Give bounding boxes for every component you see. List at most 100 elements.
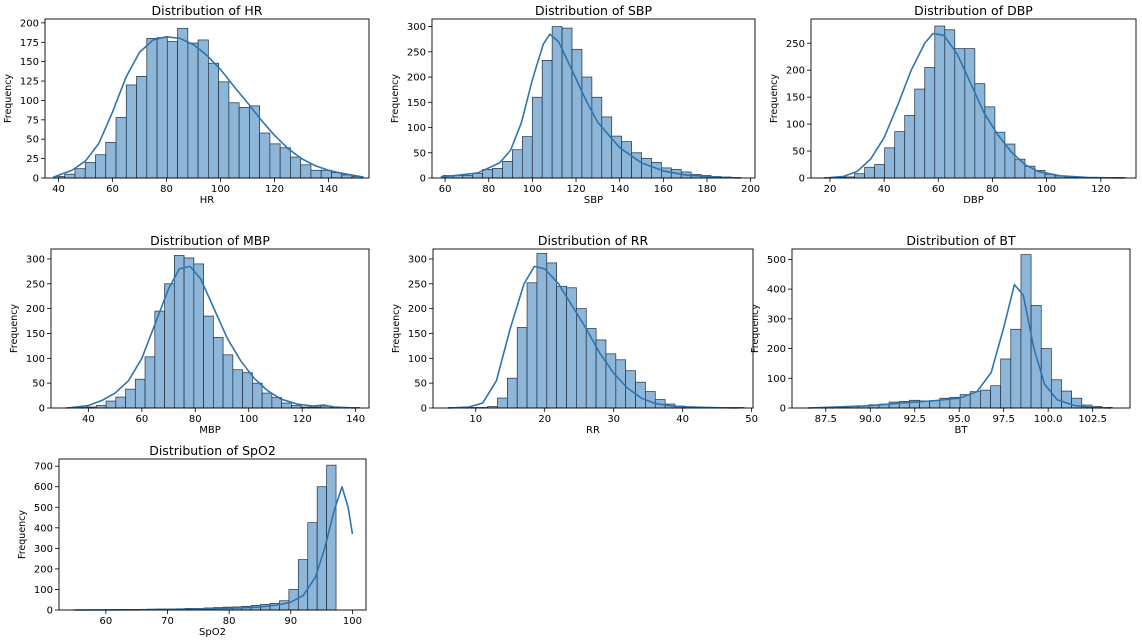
x-tick-label: 100 — [343, 616, 362, 627]
x-tick-label: 80 — [986, 184, 999, 195]
y-tick-label: 500 — [34, 503, 53, 514]
y-tick-label: 75 — [26, 115, 39, 126]
histogram-bar — [1061, 390, 1073, 409]
histogram-bar — [115, 117, 127, 179]
histogram-bar — [238, 107, 250, 179]
histogram-bar — [571, 48, 583, 179]
histogram-bar — [641, 157, 652, 179]
y-tick-label: 0 — [420, 174, 426, 185]
x-tick-label: 160 — [654, 184, 673, 195]
chart-title: Distribution of DBP — [914, 3, 1033, 18]
histogram-bar — [212, 337, 224, 409]
x-tick-label: 80 — [482, 184, 495, 195]
x-tick-label: 50 — [745, 414, 758, 425]
x-axis-label: BT — [955, 425, 969, 436]
histogram-bar — [854, 173, 865, 179]
chart-title: Distribution of MBP — [150, 233, 270, 248]
histogram-bar — [146, 38, 158, 179]
histogram-panel-5: Distribution of BT 87.5 90.0 92.5 95.0 97.5 10… — [750, 233, 1131, 436]
y-tick-label: 250 — [408, 279, 427, 290]
y-tick-label: 150 — [408, 329, 427, 340]
histogram-bar — [136, 76, 148, 179]
y-axis-label: Frequency — [769, 74, 780, 123]
y-tick-label: 25 — [26, 154, 39, 165]
histogram-bar — [281, 402, 292, 409]
x-tick-label: 120 — [1091, 184, 1110, 195]
y-axis-label: Frequency — [390, 74, 401, 123]
axes-frame — [791, 248, 1131, 409]
y-tick-label: 200 — [767, 344, 786, 355]
histogram-bar — [990, 385, 1002, 409]
x-tick-label: 92.5 — [904, 414, 926, 425]
y-tick-label: 100 — [786, 120, 805, 131]
y-tick-label: 200 — [34, 564, 53, 575]
y-tick-label: 0 — [780, 404, 786, 415]
histogram-bar — [203, 315, 214, 409]
y-tick-label: 100 — [20, 96, 39, 107]
x-tick-label: 80 — [160, 184, 173, 195]
histogram-bar — [183, 257, 195, 409]
histogram-bar — [290, 156, 302, 179]
y-tick-label: 300 — [408, 254, 427, 265]
y-tick-label: 250 — [26, 279, 45, 290]
histogram-bar — [156, 37, 168, 179]
histogram-bar — [621, 141, 632, 179]
histogram-panel-1: Distribution of SBP 60 80 100 120 140 160 180 20… — [390, 3, 760, 206]
histogram-bar — [924, 67, 936, 179]
histogram-bar — [556, 285, 567, 409]
histogram-panel-4: Distribution of RR 10 20 30 40 50 0 50 100 150 200… — [391, 233, 758, 436]
x-tick-label: 140 — [610, 184, 629, 195]
histogram-bar — [95, 154, 107, 179]
x-tick-label: 140 — [319, 184, 338, 195]
axes-frame — [431, 18, 756, 179]
histogram-bar — [125, 84, 137, 179]
y-tick-label: 700 — [34, 462, 53, 473]
x-axis-label: SpO2 — [199, 627, 226, 638]
chart-title: Distribution of HR — [151, 3, 262, 18]
histogram-bar — [1020, 254, 1032, 409]
x-tick-label: 20 — [538, 414, 551, 425]
x-tick-label: 60 — [99, 616, 112, 627]
histogram-bar — [164, 283, 175, 409]
x-tick-label: 60 — [106, 184, 119, 195]
histogram-bar — [546, 262, 557, 409]
kde-line — [66, 265, 356, 409]
y-tick-label: 300 — [26, 254, 45, 265]
y-tick-label: 100 — [408, 354, 427, 365]
y-tick-label: 0 — [39, 404, 45, 415]
histogram-bar — [74, 168, 86, 179]
histogram-bar — [177, 27, 189, 179]
y-tick-label: 400 — [34, 523, 53, 534]
y-tick-label: 0 — [33, 174, 39, 185]
y-tick-label: 150 — [786, 93, 805, 104]
histogram-bar — [115, 396, 126, 409]
axes-frame — [50, 248, 370, 409]
kde-line — [52, 36, 364, 179]
y-tick-label: 100 — [34, 585, 53, 596]
histogram-bar — [874, 164, 886, 179]
histogram-bar — [974, 83, 986, 179]
histogram-bar — [591, 96, 603, 179]
histogram-bar — [208, 62, 219, 179]
x-tick-label: 100 — [523, 184, 542, 195]
y-tick-label: 400 — [767, 285, 786, 296]
histogram-bar — [581, 76, 593, 179]
histogram-bar — [252, 382, 263, 409]
y-tick-label: 200 — [26, 304, 45, 315]
histogram-bar — [625, 370, 636, 409]
histogram-panel-0: Distribution of HR 40 60 80 100 120 140 0 25 50 75… — [3, 3, 370, 206]
y-tick-label: 0 — [47, 606, 53, 617]
y-tick-label: 150 — [407, 98, 426, 109]
histogram-bar — [512, 149, 523, 179]
axes-frame — [810, 18, 1137, 179]
x-tick-label: 60 — [439, 184, 452, 195]
histogram-bar — [232, 369, 243, 409]
y-tick-label: 200 — [408, 304, 427, 315]
histogram-bar — [173, 255, 185, 409]
histogram-bar — [105, 141, 117, 179]
histogram-bar — [884, 147, 896, 179]
y-tick-label: 100 — [26, 354, 45, 365]
chart-title: Distribution of BT — [906, 233, 1015, 248]
y-tick-label: 150 — [26, 329, 45, 340]
kde-line — [75, 485, 354, 611]
